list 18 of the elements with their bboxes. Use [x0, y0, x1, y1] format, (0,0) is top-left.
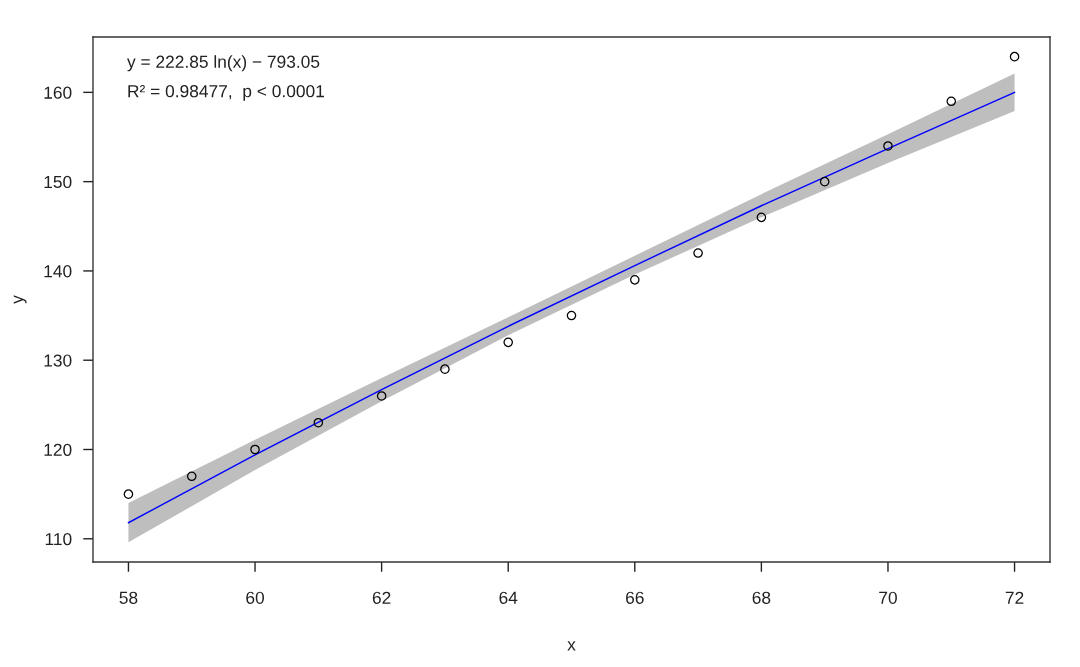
- y-tick-label: 110: [45, 532, 72, 546]
- annotation: y = 222.85 ln(x) − 793.05: [127, 55, 320, 72]
- x-tick-label: 68: [752, 591, 771, 604]
- y-tick-label: 130: [44, 354, 72, 367]
- x-tick-label: 62: [372, 591, 391, 604]
- x-tick-label: 58: [119, 591, 138, 604]
- y-tick-label: 150: [44, 175, 72, 189]
- y-axis-title: y: [13, 295, 27, 304]
- x-tick-label: 72: [1005, 591, 1024, 604]
- y-tick-label: 140: [44, 265, 72, 278]
- x-tick-label: 60: [246, 591, 265, 604]
- y-tick-label: 160: [44, 86, 72, 99]
- x-tick-label: 64: [499, 591, 518, 604]
- annotation: R² = 0.98477, p < 0.0001: [128, 85, 324, 101]
- x-tick-label: 66: [626, 591, 644, 604]
- x-axis-title: x: [567, 641, 576, 651]
- y-tick-label: 120: [44, 443, 72, 456]
- x-tick-label: 70: [879, 591, 897, 604]
